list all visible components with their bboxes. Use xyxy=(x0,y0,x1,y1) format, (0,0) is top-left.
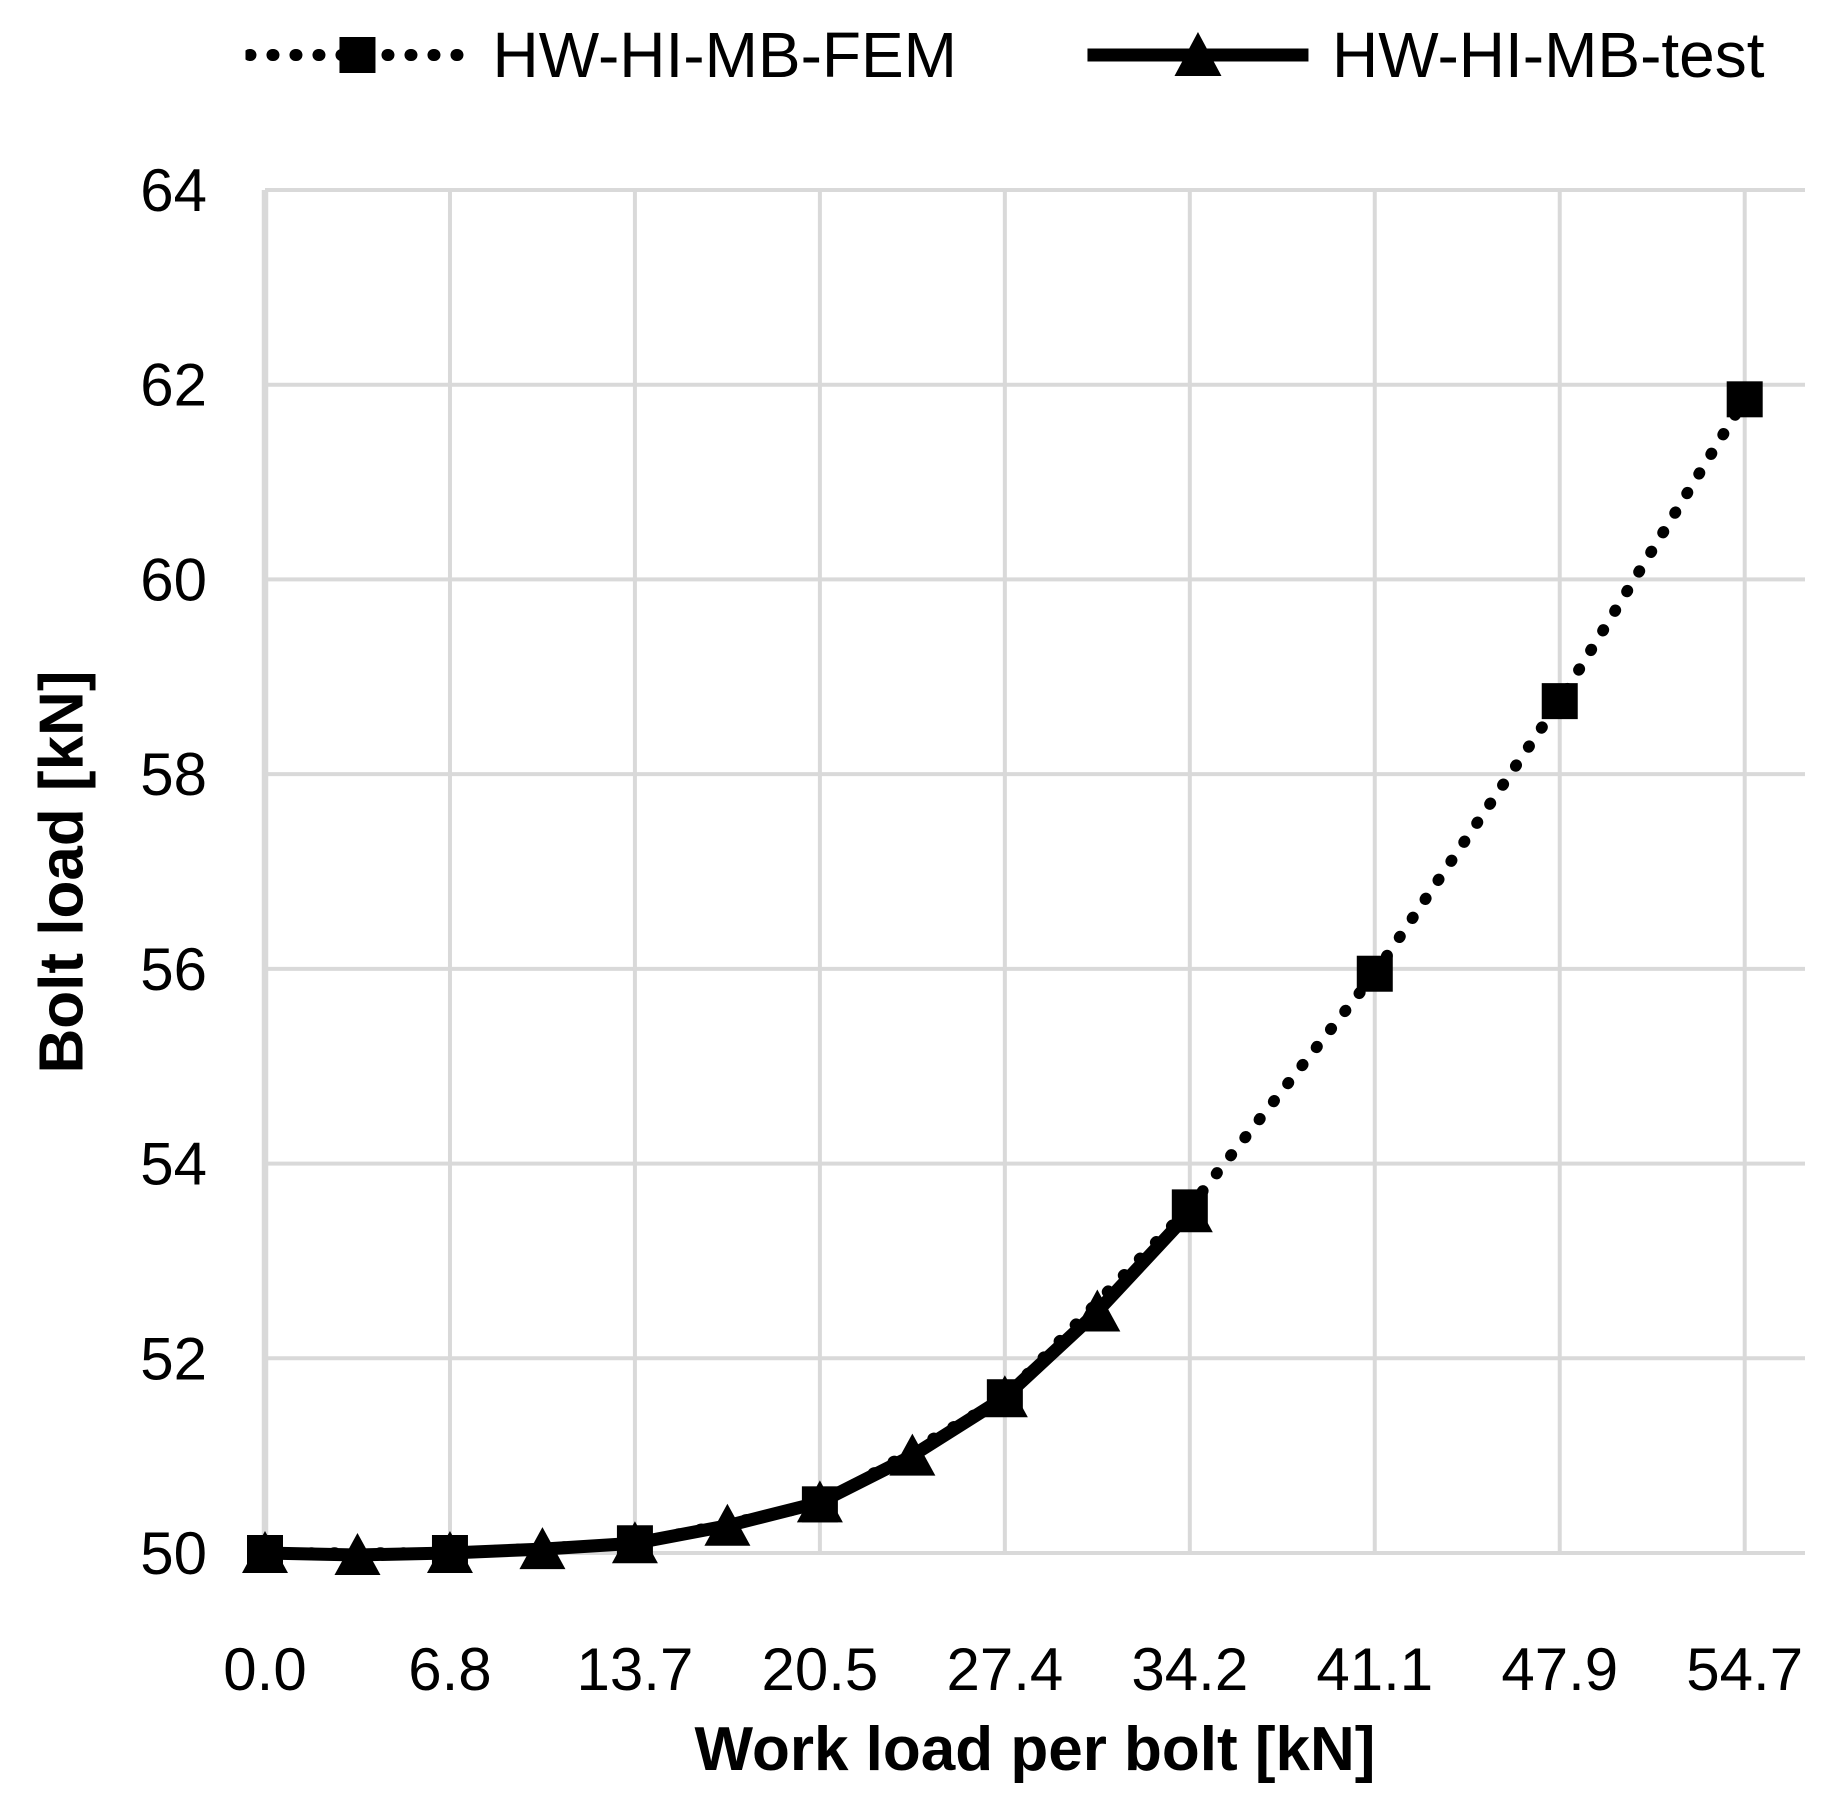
data-point-triangle xyxy=(242,1531,288,1573)
y-tick-label: 54 xyxy=(140,1131,207,1198)
x-tick-label: 41.1 xyxy=(1316,1636,1433,1703)
data-point-triangle xyxy=(1166,1190,1213,1233)
legend-label-test: HW-HI-MB-test xyxy=(1331,19,1765,91)
solid-line-triangle-marker-icon xyxy=(1086,32,1308,76)
x-axis-title: Work load per bolt [kN] xyxy=(694,1715,1376,1784)
y-tick-label: 52 xyxy=(140,1325,207,1392)
x-tick-label: 47.9 xyxy=(1501,1636,1618,1703)
data-point-triangle xyxy=(796,1480,843,1523)
data-point-triangle xyxy=(611,1521,658,1564)
data-point-triangle xyxy=(334,1532,381,1575)
x-tick-label: 6.8 xyxy=(408,1636,491,1703)
dotted-line-square-marker-icon xyxy=(245,37,471,73)
series-line-hw-hi-mb-test xyxy=(264,1207,1195,1562)
x-tick-label: 27.4 xyxy=(946,1636,1063,1703)
y-axis-title: Bolt load [kN] xyxy=(27,670,97,1074)
y-tick-label: 64 xyxy=(140,157,207,224)
data-point-triangle xyxy=(981,1375,1028,1418)
x-tick-label: 20.5 xyxy=(761,1636,878,1703)
x-tick-label: 54.7 xyxy=(1686,1636,1803,1703)
legend: HW-HI-MB-FEM HW-HI-MB-test xyxy=(245,18,1765,92)
y-tick-label: 60 xyxy=(140,546,207,613)
y-tick-label: 50 xyxy=(140,1520,207,1587)
data-point-square xyxy=(1541,683,1578,720)
data-point-square xyxy=(1726,381,1763,418)
x-tick-label: 34.2 xyxy=(1131,1636,1248,1703)
y-tick-label: 56 xyxy=(140,936,207,1003)
x-tick-label: 0.0 xyxy=(223,1636,306,1703)
data-point-triangle xyxy=(704,1503,751,1546)
data-point-triangle xyxy=(426,1531,473,1573)
x-tick-label: 13.7 xyxy=(577,1636,694,1703)
data-point-square xyxy=(1356,955,1393,992)
y-tick-label: 62 xyxy=(140,352,207,419)
y-tick-label: 58 xyxy=(140,741,207,808)
legend-item-test: HW-HI-MB-test xyxy=(1085,18,1765,92)
legend-item-fem: HW-HI-MB-FEM xyxy=(245,18,957,92)
data-point-triangle xyxy=(1074,1289,1121,1332)
legend-label-fem: HW-HI-MB-FEM xyxy=(492,19,957,91)
data-point-triangle xyxy=(519,1527,566,1570)
data-point-triangle xyxy=(889,1433,936,1476)
